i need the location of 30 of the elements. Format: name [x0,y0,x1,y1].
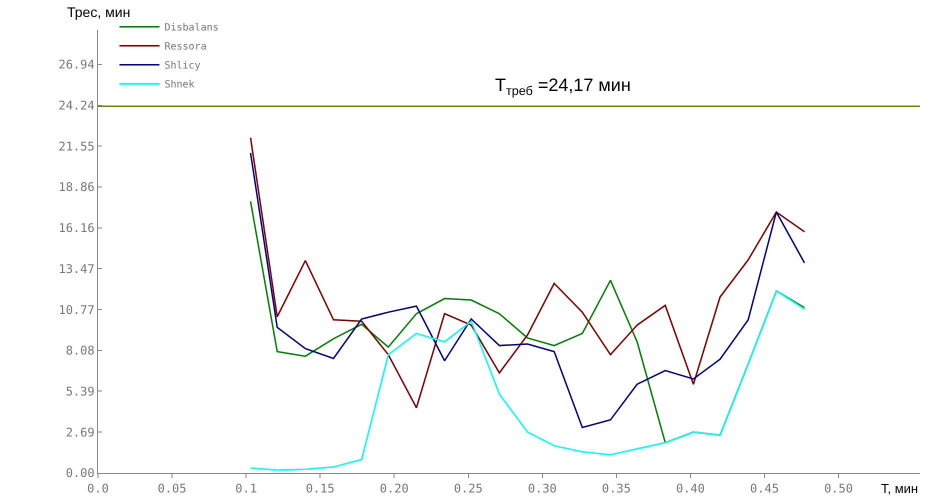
x-tick-label: 0.1 [235,481,257,496]
ref-line-label: T$_{треб}$ =24,17 мин [495,75,631,98]
x-tick-label: 0.05 [158,481,187,496]
x-tick-label: 0.50 [824,481,853,496]
y-tick-label: 21.55 [58,139,95,154]
legend-label: Disbalans [164,22,219,34]
x-axis-title: T, мин [881,481,918,496]
legend-label: Shlicy [164,60,201,72]
x-tick-label: 0.25 [454,481,483,496]
x-tick-label: 0.15 [306,481,335,496]
x-tick-label: 0.0 [87,481,109,496]
y-tick-label: 18.86 [58,180,95,194]
y-tick-label: 24.24 [58,98,95,112]
y-tick-label: 16.16 [58,221,95,236]
y-tick-label: 2.69 [66,425,95,440]
legend-label: Shnek [164,80,195,91]
x-tick-label: 0.30 [528,481,557,496]
legend-label: Ressora [164,42,207,53]
x-tick-label: 0.40 [676,481,705,496]
y-tick-label: 8.08 [66,344,95,358]
x-tick-label: 0.35 [602,481,631,496]
line-series [250,290,806,471]
y-tick-label: 0.00 [66,466,95,480]
x-tick-label: 0.20 [380,481,409,496]
x-tick-label: 0.45 [750,481,779,496]
y-tick-label: 5.39 [66,384,95,398]
y-tick-label: 26.94 [58,57,95,72]
y-tick-label: 13.47 [58,262,95,276]
y-tick-label: 10.77 [58,302,95,317]
y-axis-title: Трес, мин [67,4,130,20]
